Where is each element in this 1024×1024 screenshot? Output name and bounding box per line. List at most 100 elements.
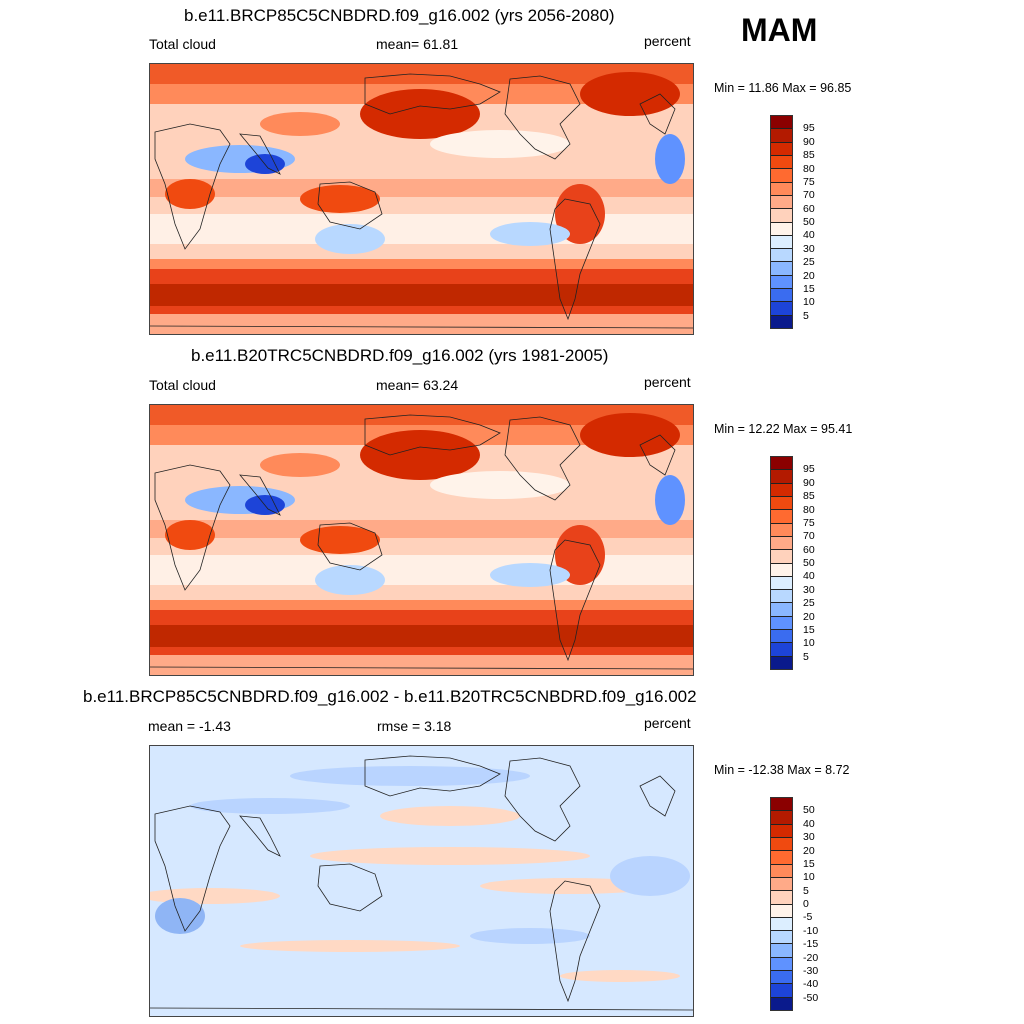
colorbar-swatch <box>771 315 792 328</box>
colorbar-tick-label: 10 <box>803 637 815 650</box>
colorbar-tick-label: 60 <box>803 202 815 215</box>
colorbar-swatch <box>771 457 792 471</box>
map-historical <box>149 404 694 676</box>
colorbar-tick-label: -5 <box>803 911 813 924</box>
colorbar-swatch <box>771 997 792 1010</box>
field-region <box>300 526 380 554</box>
map-difference <box>149 745 694 1017</box>
colorbar-tick-label: 80 <box>803 503 815 516</box>
colorbar-swatch <box>771 262 792 276</box>
colorbar-tick-label: 70 <box>803 530 815 543</box>
colorbar-tick-label: -15 <box>803 938 819 951</box>
colorbar-swatch <box>771 510 792 524</box>
colorbar-swatch <box>771 275 792 290</box>
field-region <box>360 89 480 139</box>
minmax-label: Min = -12.38 Max = 8.72 <box>714 763 850 777</box>
coastline <box>639 93 676 135</box>
coastline <box>239 133 281 175</box>
colorbar-swatch <box>771 656 792 669</box>
field-region <box>430 471 570 499</box>
field-region <box>580 72 680 116</box>
field-band <box>150 284 693 306</box>
colorbar-swatch <box>771 155 792 170</box>
field-band <box>150 555 693 585</box>
colorbar-tick-label: -40 <box>803 978 819 991</box>
coastline <box>504 75 581 160</box>
field-region <box>165 520 215 550</box>
colorbar-swatch <box>771 209 792 223</box>
colorbar-swatch <box>771 904 792 918</box>
colorbar-swatch <box>771 944 792 958</box>
colorbar-swatch <box>771 496 792 511</box>
coastline <box>150 1007 693 1011</box>
field-anomaly <box>470 928 590 944</box>
coastline <box>239 474 281 516</box>
colorbar <box>770 115 793 329</box>
colorbar-tick-label: 40 <box>803 817 815 830</box>
field-region <box>555 525 605 585</box>
colorbar-swatch <box>771 798 792 812</box>
colorbar-tick-label: 10 <box>803 296 815 309</box>
mean-label: mean= 61.81 <box>376 36 459 52</box>
field-anomaly <box>310 847 590 865</box>
colorbar-swatch <box>771 195 792 210</box>
colorbar-swatch <box>771 470 792 484</box>
field-band <box>150 405 693 425</box>
coastline <box>150 666 693 670</box>
field-region <box>360 430 480 480</box>
colorbar-swatch <box>771 523 792 537</box>
field-region <box>315 224 385 254</box>
colorbar-tick-label: 50 <box>803 557 815 569</box>
units-label: percent <box>644 374 691 390</box>
minmax-label: Min = 11.86 Max = 96.85 <box>714 81 852 95</box>
coastline <box>504 757 581 842</box>
field-region <box>430 130 570 158</box>
field-anomaly <box>190 798 350 814</box>
colorbar-swatch <box>771 169 792 183</box>
colorbar-swatch <box>771 643 792 657</box>
coastline <box>549 198 601 321</box>
colorbar-swatch <box>771 129 792 143</box>
field-anomaly <box>560 970 680 982</box>
colorbar-swatch <box>771 302 792 316</box>
colorbar-tick-label: 5 <box>803 309 809 322</box>
colorbar-tick-label: 5 <box>803 650 809 663</box>
units-label: percent <box>644 33 691 49</box>
coastline <box>639 775 676 817</box>
colorbar-swatch <box>771 851 792 865</box>
colorbar-tick-label: 90 <box>803 476 815 489</box>
colorbar-swatch <box>771 811 792 825</box>
colorbar-tick-label: 50 <box>803 804 815 817</box>
colorbar <box>770 797 793 1011</box>
colorbar-swatch <box>771 616 792 631</box>
mean-label: mean= 63.24 <box>376 377 459 393</box>
colorbar-tick-label: 50 <box>803 216 815 228</box>
colorbar-tick-label: 70 <box>803 189 815 202</box>
field-region <box>260 453 340 477</box>
field-region <box>655 475 685 525</box>
coastline <box>317 522 383 571</box>
field-anomaly <box>290 766 530 786</box>
colorbar-swatch <box>771 590 792 604</box>
colorbar-tick-label: 95 <box>803 463 815 476</box>
colorbar <box>770 456 793 670</box>
field-band <box>150 64 693 84</box>
coastline <box>154 123 231 250</box>
field-region <box>490 222 570 246</box>
colorbar-swatch <box>771 576 792 591</box>
panel-title: b.e11.BRCP85C5CNBDRD.f09_g16.002 - b.e11… <box>83 687 697 706</box>
colorbar-swatch <box>771 971 792 985</box>
colorbar-tick-label: 20 <box>803 844 815 857</box>
colorbar-swatch <box>771 891 792 905</box>
field-anomaly <box>155 898 205 934</box>
coastline <box>317 863 383 912</box>
season-label: MAM <box>741 12 818 48</box>
field-anomaly <box>610 856 690 896</box>
map-future <box>149 63 694 335</box>
field-anomaly <box>380 806 520 826</box>
colorbar-tick-label: -30 <box>803 964 819 977</box>
field-band <box>150 520 693 538</box>
coastline <box>549 539 601 662</box>
colorbar-swatch <box>771 837 792 852</box>
colorbar-tick-label: 40 <box>803 570 815 583</box>
